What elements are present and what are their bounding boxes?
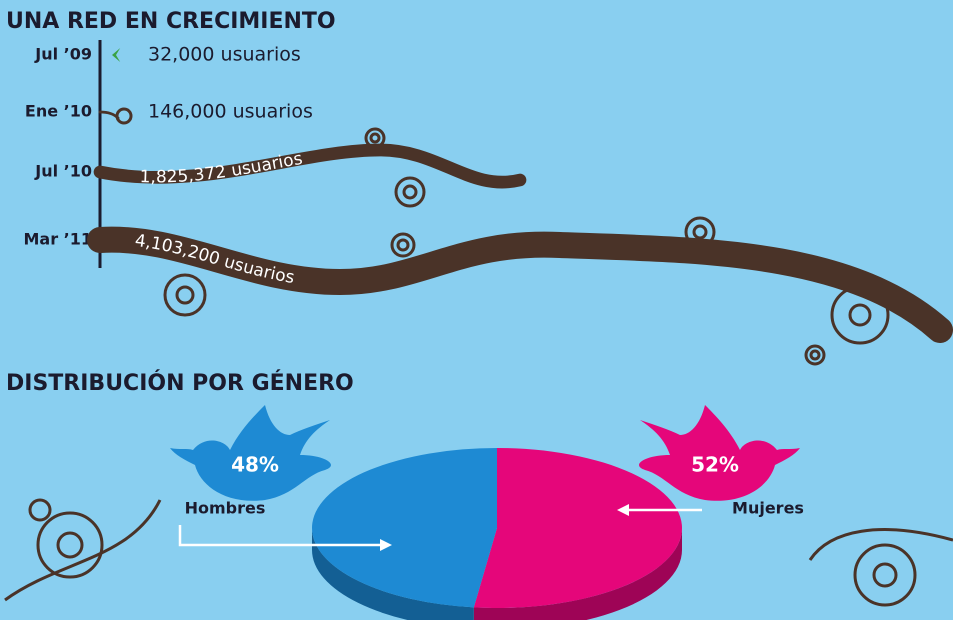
growth-title: UNA RED EN CRECIMIENTO [6, 9, 336, 34]
pie-title: DISTRIBUCIÓN POR GÉNERO [6, 370, 354, 396]
infographic: UNA RED EN CRECIMIENTO DISTRIBUCIÓN POR … [0, 0, 953, 620]
legend-label: Hombres [185, 499, 266, 518]
date-label: Ene ’10 [25, 102, 92, 121]
date-label: Jul ’09 [34, 45, 92, 64]
value-label: 1,825,372 usuarios [139, 149, 304, 188]
value-label-path: 1,825,372 usuarios [139, 149, 304, 188]
value-label: 146,000 usuarios [148, 101, 313, 123]
value-label: 4,103,200 usuarios [134, 231, 296, 288]
branch [100, 112, 118, 118]
branch-leaf [112, 48, 120, 62]
percent-label: 48% [231, 453, 279, 477]
date-label: Jul ’10 [34, 162, 92, 181]
branch-swirl [117, 109, 131, 123]
legend-label: Mujeres [732, 499, 804, 518]
date-label: Mar ’11 [23, 230, 92, 249]
value-label-path: 4,103,200 usuarios [134, 231, 296, 288]
value-label: 32,000 usuarios [148, 44, 301, 66]
percent-label: 52% [691, 453, 739, 477]
